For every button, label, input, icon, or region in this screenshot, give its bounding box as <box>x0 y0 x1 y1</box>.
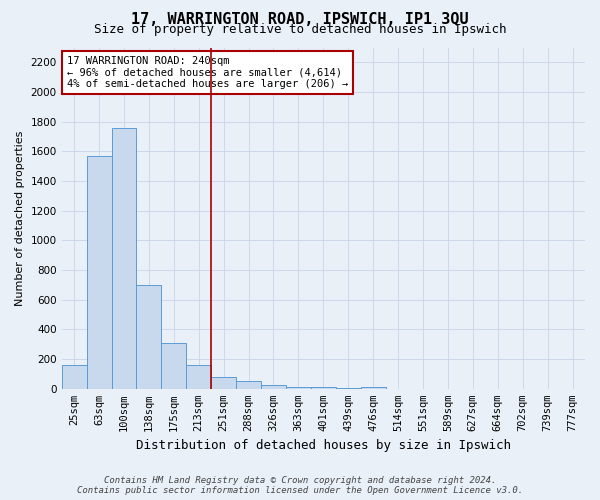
Y-axis label: Number of detached properties: Number of detached properties <box>15 130 25 306</box>
Text: 17 WARRINGTON ROAD: 240sqm
← 96% of detached houses are smaller (4,614)
4% of se: 17 WARRINGTON ROAD: 240sqm ← 96% of deta… <box>67 56 348 89</box>
Bar <box>261 385 286 389</box>
Bar <box>236 382 261 389</box>
Bar <box>186 365 211 389</box>
Bar <box>161 343 186 389</box>
Bar <box>336 388 361 389</box>
Bar <box>211 377 236 389</box>
Bar <box>311 388 336 389</box>
Text: 17, WARRINGTON ROAD, IPSWICH, IP1 3QU: 17, WARRINGTON ROAD, IPSWICH, IP1 3QU <box>131 12 469 28</box>
Bar <box>62 365 86 389</box>
Bar <box>86 156 112 389</box>
Bar <box>361 386 386 389</box>
Bar <box>286 388 311 389</box>
Text: Size of property relative to detached houses in Ipswich: Size of property relative to detached ho… <box>94 22 506 36</box>
Bar <box>136 285 161 389</box>
Text: Contains HM Land Registry data © Crown copyright and database right 2024.
Contai: Contains HM Land Registry data © Crown c… <box>77 476 523 495</box>
Bar <box>112 128 136 389</box>
X-axis label: Distribution of detached houses by size in Ipswich: Distribution of detached houses by size … <box>136 440 511 452</box>
